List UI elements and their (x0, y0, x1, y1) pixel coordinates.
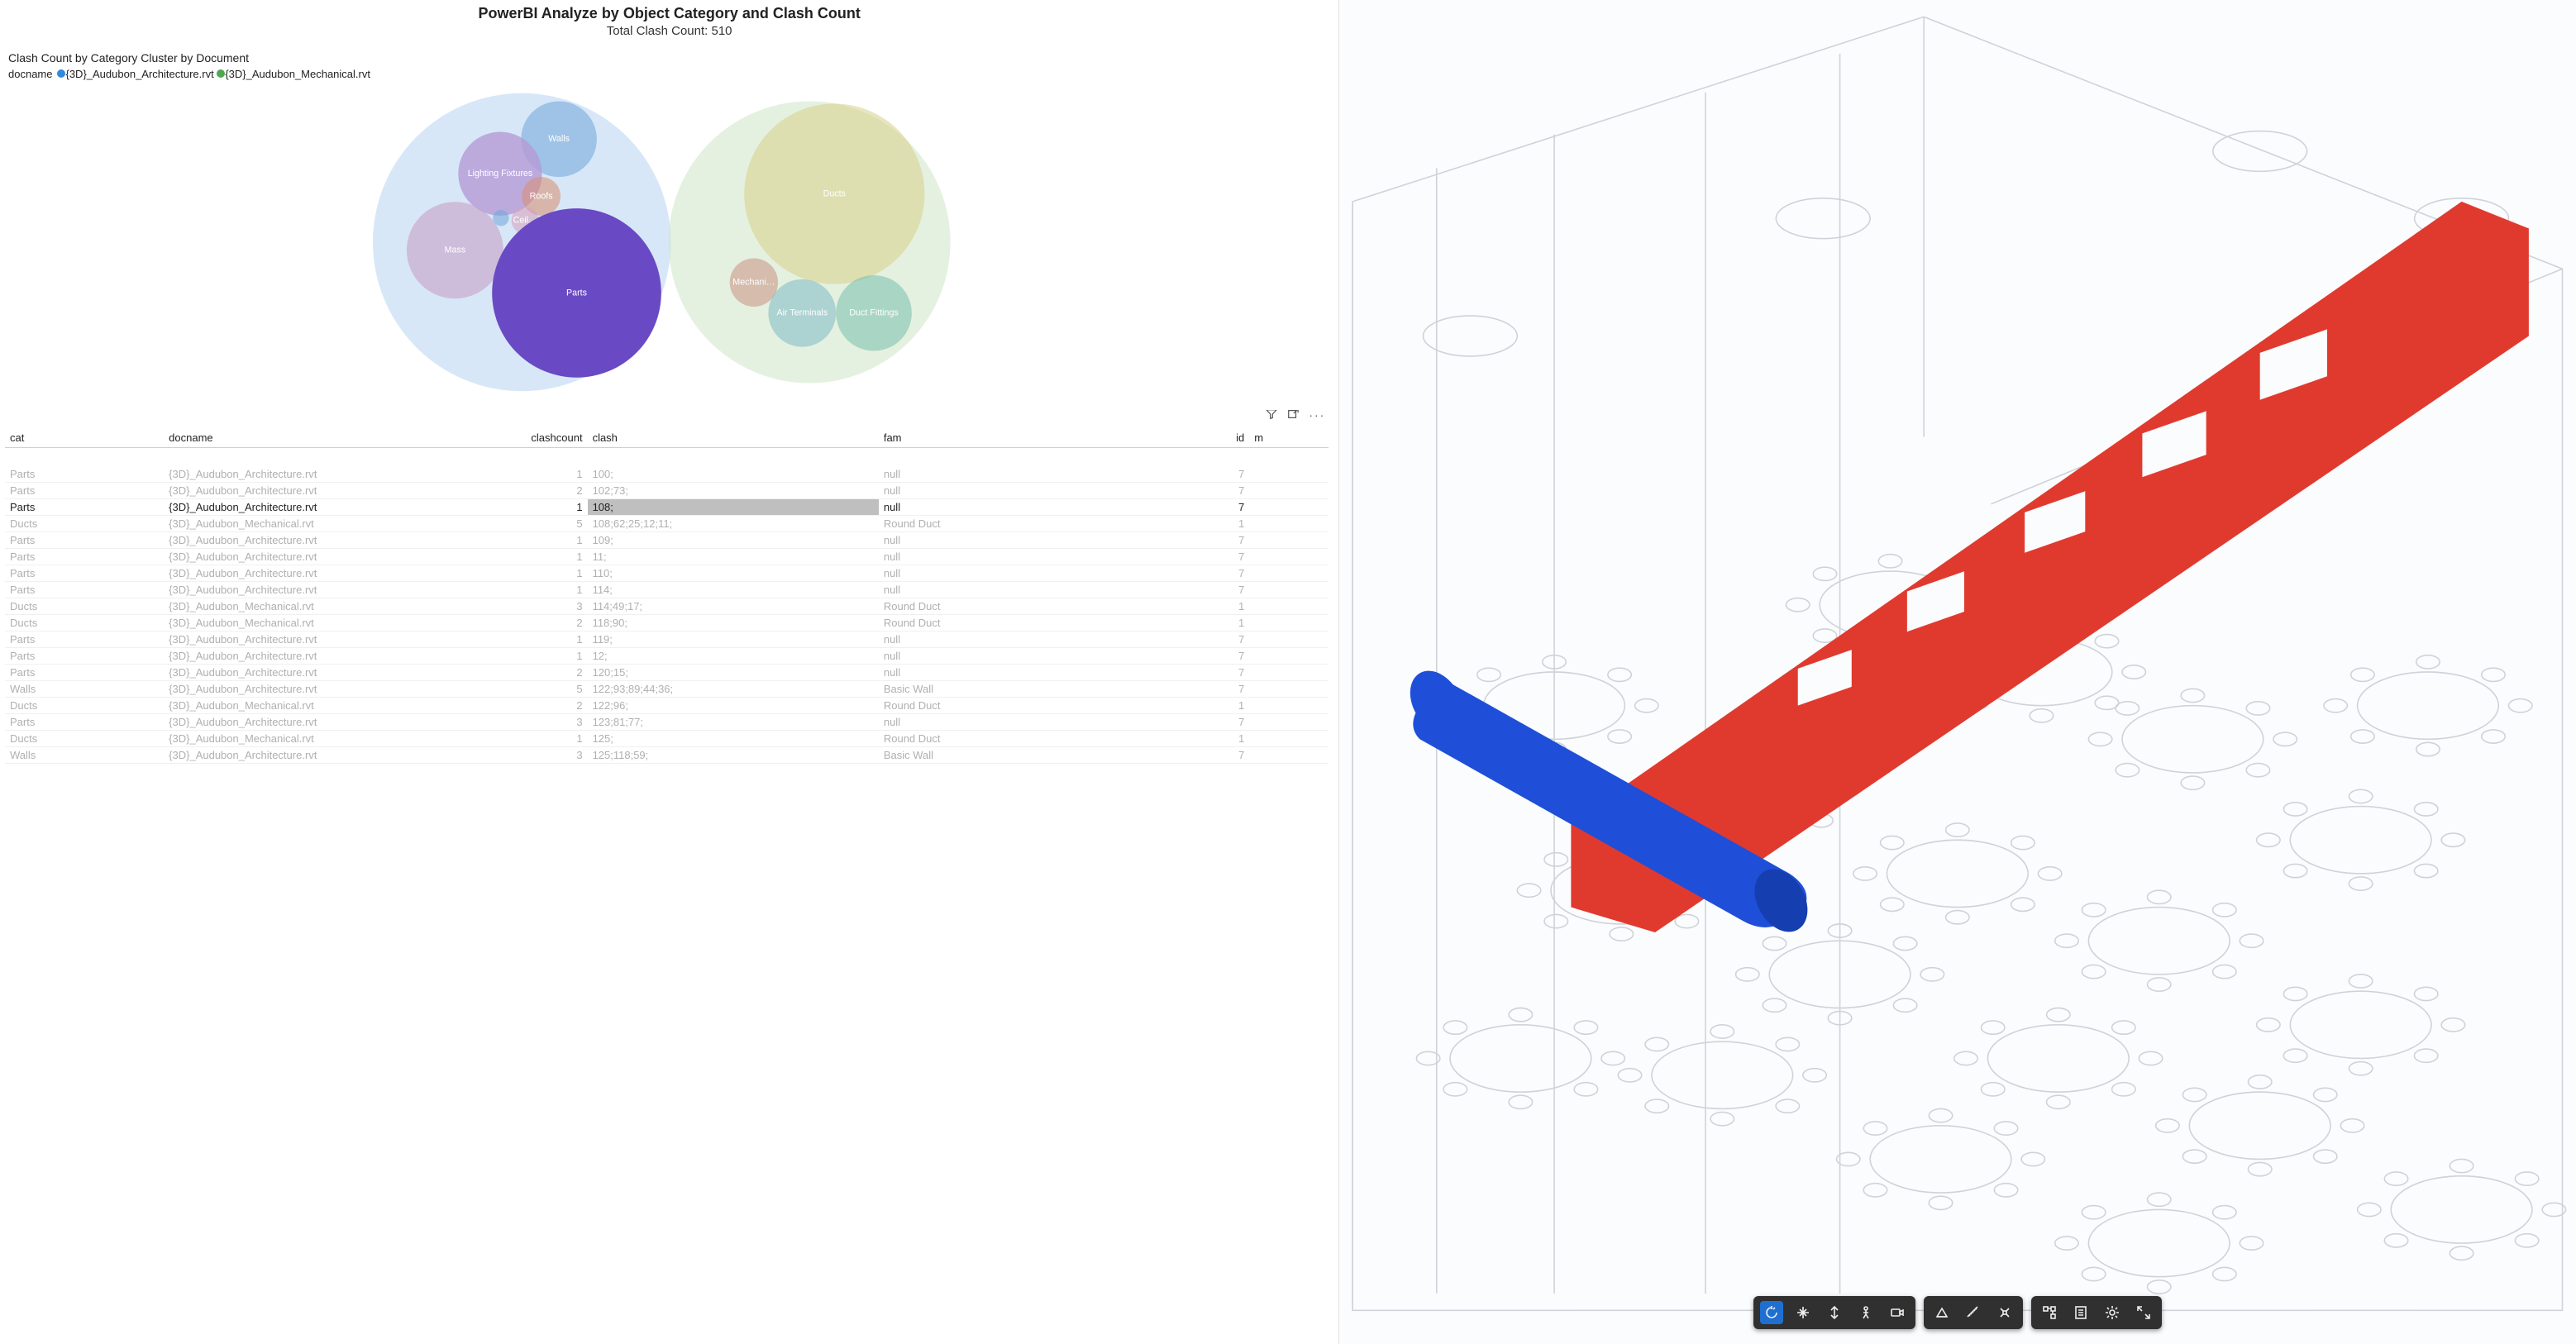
table-row[interactable]: Parts{3D}_Audubon_Architecture.rvt3123;8… (5, 714, 1329, 731)
clash-table[interactable]: catdocnameclashcountclashfamidm (5, 428, 1329, 448)
forge-viewer[interactable] (1339, 0, 2576, 1344)
viewer-modeltree-button[interactable] (2038, 1301, 2061, 1324)
table-row[interactable]: Ducts{3D}_Audubon_Mechanical.rvt5108;62;… (5, 516, 1329, 532)
viewer-camera-button[interactable] (1886, 1301, 1909, 1324)
bubble-label: Air Terminals (777, 308, 828, 318)
table-row[interactable]: Parts{3D}_Audubon_Architecture.rvt2120;1… (5, 665, 1329, 681)
col-m[interactable]: m (1249, 428, 1329, 448)
table-row[interactable]: Parts{3D}_Audubon_Architecture.rvt1108;n… (5, 499, 1329, 516)
viewer-toolbar (1753, 1296, 2162, 1329)
table-row[interactable]: Walls{3D}_Audubon_Architecture.rvt5122;9… (5, 681, 1329, 698)
viewer-orbit-button[interactable] (1760, 1301, 1783, 1324)
table-row[interactable]: Parts{3D}_Audubon_Architecture.rvt111;nu… (5, 549, 1329, 565)
viewer-measure-button[interactable] (1962, 1301, 1985, 1324)
viewer-section-button[interactable] (1930, 1301, 1953, 1324)
bubble-label: Duct Fittings (849, 308, 898, 318)
bubble-label: Lighting Fixtures (468, 169, 533, 179)
table-row[interactable]: Walls{3D}_Audubon_Architecture.rvt3125;1… (5, 747, 1329, 764)
filter-icon[interactable] (1266, 410, 1277, 422)
table-row[interactable]: Ducts{3D}_Audubon_Mechanical.rvt2118;90;… (5, 615, 1329, 631)
bubble-chart[interactable]: WallsLighting FixturesRoofsCeil…MassPart… (5, 85, 1329, 399)
table-row[interactable]: Parts{3D}_Audubon_Architecture.rvt112;nu… (5, 648, 1329, 665)
legend-dot[interactable] (217, 69, 225, 78)
bubble-label: Mechani… (732, 278, 775, 288)
chart-title: Clash Count by Category Cluster by Docum… (5, 51, 1329, 64)
viewer-fullscreen-button[interactable] (2132, 1301, 2155, 1324)
legend-item[interactable]: {3D}_Audubon_Architecture.rvt (65, 68, 213, 80)
legend-dot[interactable] (57, 69, 65, 78)
col-cat[interactable]: cat (5, 428, 164, 448)
table-row[interactable]: Parts{3D}_Audubon_Architecture.rvt1100;n… (5, 466, 1329, 483)
export-icon[interactable] (1287, 410, 1299, 422)
table-row[interactable]: Parts{3D}_Audubon_Architecture.rvt1119;n… (5, 631, 1329, 648)
viewer-explode-button[interactable] (1993, 1301, 2016, 1324)
col-clash[interactable]: clash (588, 428, 879, 448)
viewer-updown-button[interactable] (1823, 1301, 1846, 1324)
viewer-walk-button[interactable] (1854, 1301, 1877, 1324)
viewer-properties-button[interactable] (2069, 1301, 2092, 1324)
report-subtitle: Total Clash Count: 510 (0, 24, 1338, 38)
chart-legend: docname {3D}_Audubon_Architecture.rvt {3… (5, 64, 1329, 85)
clash-element-beam[interactable] (1572, 202, 2530, 932)
bubble-chart-card: Clash Count by Category Cluster by Docum… (5, 51, 1329, 403)
col-docname[interactable]: docname (164, 428, 481, 448)
viewer-settings-button[interactable] (2101, 1301, 2124, 1324)
table-row[interactable]: Ducts{3D}_Audubon_Mechanical.rvt1125;Rou… (5, 731, 1329, 747)
bubble-label: Mass (445, 245, 466, 255)
table-row[interactable]: Parts{3D}_Audubon_Architecture.rvt1114;n… (5, 582, 1329, 598)
bubble-label: Parts (566, 288, 587, 298)
legend-label: docname (8, 68, 52, 80)
report-title: PowerBI Analyze by Object Category and C… (0, 5, 1338, 22)
report-header: PowerBI Analyze by Object Category and C… (0, 0, 1338, 40)
clash-table-card: ··· catdocnameclashcountclashfamidm Part… (5, 410, 1329, 1339)
col-clashcount[interactable]: clashcount (481, 428, 587, 448)
table-row[interactable]: Parts{3D}_Audubon_Architecture.rvt1109;n… (5, 532, 1329, 549)
table-row[interactable]: Parts{3D}_Audubon_Architecture.rvt2102;7… (5, 483, 1329, 499)
table-row[interactable]: Ducts{3D}_Audubon_Mechanical.rvt2122;96;… (5, 698, 1329, 714)
table-row[interactable]: Parts{3D}_Audubon_Architecture.rvt1110;n… (5, 565, 1329, 582)
table-row[interactable]: Ducts{3D}_Audubon_Mechanical.rvt3114;49;… (5, 598, 1329, 615)
col-fam[interactable]: fam (879, 428, 1170, 448)
more-icon[interactable]: ··· (1309, 410, 1325, 422)
col-id[interactable]: id (1170, 428, 1249, 448)
bubble-label: Walls (548, 134, 570, 144)
legend-item[interactable]: {3D}_Audubon_Mechanical.rvt (225, 68, 370, 80)
bubble-label: Ducts (823, 188, 846, 198)
viewer-pan-button[interactable] (1791, 1301, 1815, 1324)
bubble-label: Roofs (530, 191, 553, 201)
